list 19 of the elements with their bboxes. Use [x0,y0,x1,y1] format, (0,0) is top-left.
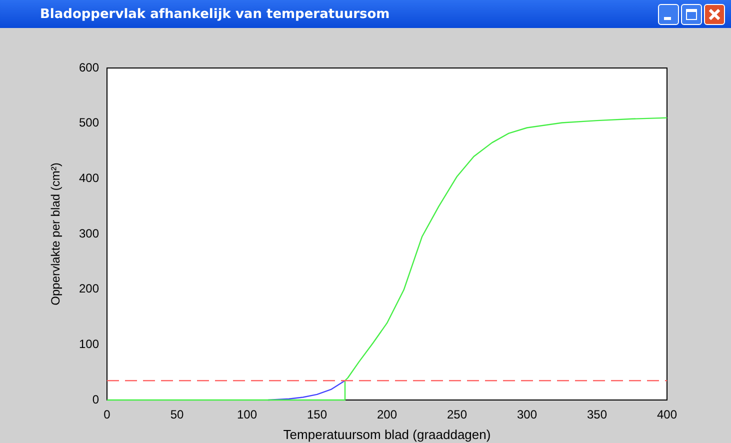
x-tick-label: 350 [586,408,608,422]
y-tick-label: 100 [78,336,100,351]
y-axis-title: Oppervlakte per blad (cm²) [48,162,63,306]
x-tick-label: 200 [376,408,398,422]
y-tick-label: 500 [78,116,100,130]
chart-title: Bladoppervlak afhankelijk van temperatuursom [40,6,391,22]
x-tick-label: 250 [446,408,468,422]
x-tick-label: 400 [656,408,678,422]
y-tick-label: 200 [78,282,100,296]
x-tick-label: 100 [236,408,258,422]
y-tick-label: 600 [78,60,100,74]
x-tick-label: 0 [104,408,111,422]
y-tick-label: 0 [92,392,100,406]
x-tick-label: 150 [306,408,328,422]
x-tick-label: 300 [516,408,538,422]
y-tick-label: 400 [78,170,100,185]
x-tick-label: 50 [170,408,184,422]
x-axis-title: Temperatuursom blad (graaddagen) [283,426,491,442]
y-tick-label: 300 [78,226,100,240]
